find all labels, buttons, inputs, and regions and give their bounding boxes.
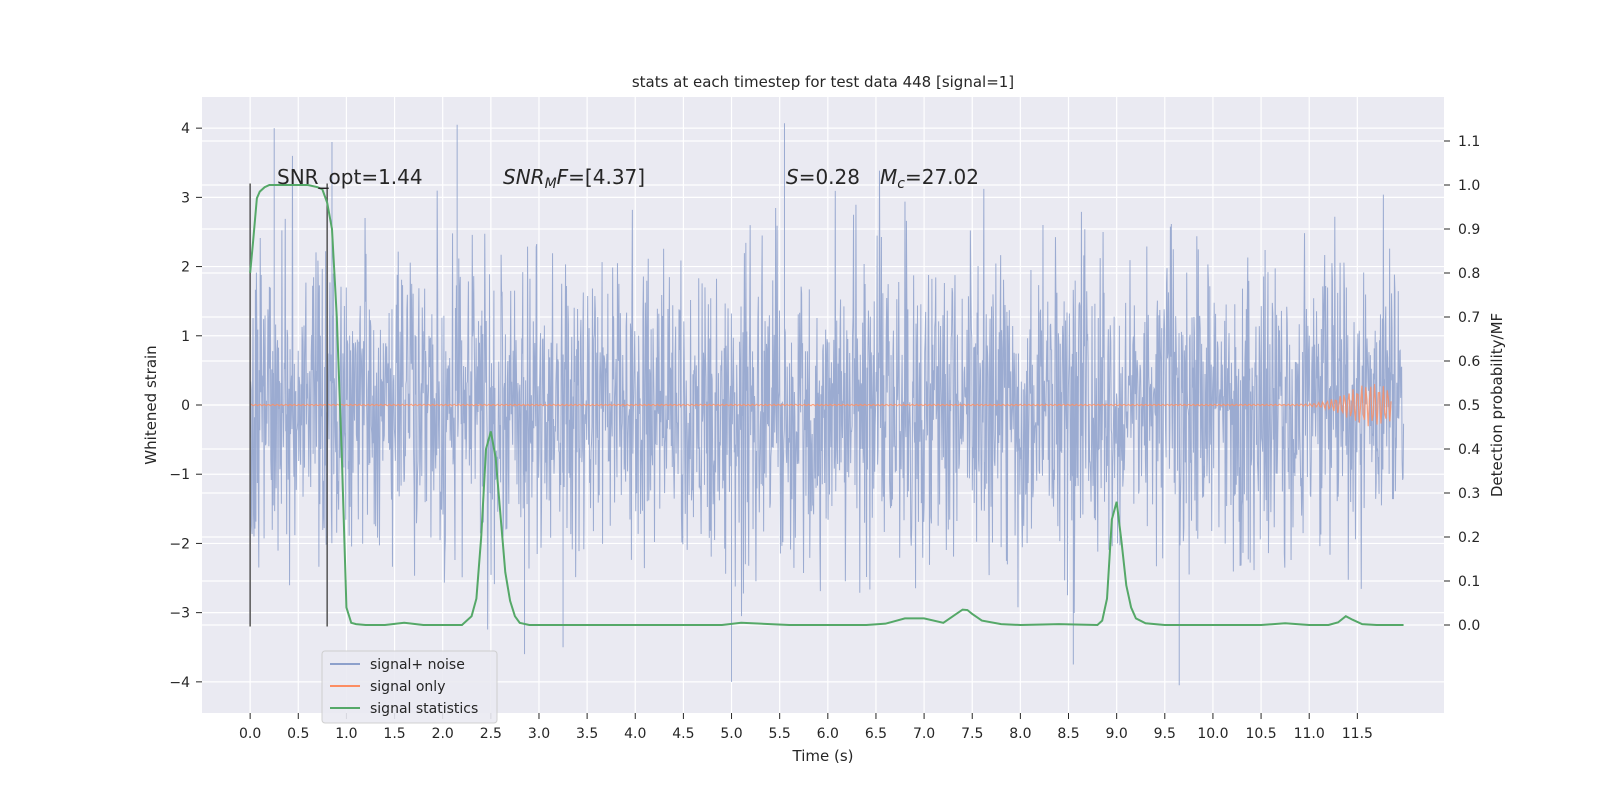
x-tick-label: 1.0	[335, 726, 357, 742]
y-tick-label-left: 1	[181, 329, 190, 345]
legend-label-signal-statistics: signal statistics	[370, 701, 478, 717]
legend-box	[321, 650, 498, 724]
x-tick-label: 11.0	[1294, 726, 1325, 742]
x-tick-label: 10.0	[1197, 726, 1228, 742]
x-tick-label: 5.0	[720, 726, 742, 742]
x-axis-label: Time (s)	[792, 747, 854, 765]
x-tick-label: 5.5	[769, 726, 791, 742]
x-tick-label: 4.5	[672, 726, 694, 742]
x-tick-label: 0.0	[239, 726, 261, 742]
x-tick-label: 4.0	[624, 726, 646, 742]
legend-label-signal-only: signal only	[370, 679, 445, 695]
y-tick-label-right: 0.5	[1458, 398, 1480, 414]
y-tick-label-right: 0.4	[1458, 442, 1480, 458]
y-tick-label-right: 0.1	[1458, 574, 1480, 590]
y-axis-label-right: Detection probability/MF	[1488, 313, 1506, 497]
y-tick-label-left: 0	[181, 398, 190, 414]
y-tick-label-left: 2	[181, 260, 190, 276]
chart-title: stats at each timestep for test data 448…	[632, 73, 1014, 91]
y-tick-label-right: 1.0	[1458, 178, 1480, 194]
annotation-s: S=0.28	[786, 165, 860, 189]
y-tick-label-right: 0.9	[1458, 222, 1480, 238]
legend: signal+ noise signal only signal statist…	[321, 650, 498, 724]
y-tick-label-left: 4	[181, 121, 190, 137]
x-tick-label: 1.5	[383, 726, 405, 742]
annotation-snr-mf: SNRMF=[4.37]	[503, 165, 645, 192]
y-tick-label-right: 0.3	[1458, 486, 1480, 502]
series-line-signal-statistics	[249, 184, 1404, 627]
x-tick-label: 9.5	[1154, 726, 1176, 742]
y-tick-label-left: −4	[169, 675, 190, 691]
x-tick-label: 2.0	[432, 726, 454, 742]
x-tick-label: 7.0	[913, 726, 935, 742]
x-tick-label: 9.0	[1106, 726, 1128, 742]
y-axis-label-left: Whitened strain	[142, 345, 160, 464]
series-line-signal-only	[249, 384, 1392, 427]
legend-label-signal-noise: signal+ noise	[370, 657, 465, 673]
y-tick-label-left: −2	[169, 536, 190, 552]
series-line-signal-noise	[249, 123, 1405, 686]
x-tick-label: 11.5	[1342, 726, 1373, 742]
x-tick-label: 7.5	[961, 726, 983, 742]
x-tick-label: 10.5	[1245, 726, 1276, 742]
y-tick-label-right: 0.8	[1458, 266, 1480, 282]
x-tick-label: 8.5	[1057, 726, 1079, 742]
data-layer	[249, 123, 1405, 686]
x-tick-label: 8.0	[1009, 726, 1031, 742]
x-tick-label: 6.5	[865, 726, 887, 742]
y-tick-label-right: 0.6	[1458, 354, 1480, 370]
x-tick-label: 0.5	[287, 726, 309, 742]
x-tick-label: 6.0	[817, 726, 839, 742]
x-tick-label: 3.5	[576, 726, 598, 742]
y-tick-label-left: −1	[169, 467, 190, 483]
y-tick-label-right: 0.2	[1458, 530, 1480, 546]
x-tick-label: 3.0	[528, 726, 550, 742]
y-tick-label-left: −3	[169, 606, 190, 622]
y-tick-label-right: 0.0	[1458, 618, 1480, 634]
x-tick-label: 2.5	[480, 726, 502, 742]
annotation-snr-opt: SNR_opt=1.44	[277, 165, 423, 189]
annotation-mc: Mc=27.02	[880, 165, 979, 192]
y-tick-label-left: 3	[181, 190, 190, 206]
y-tick-label-right: 0.7	[1458, 310, 1480, 326]
ticks: 0.0 0.5 1.0 1.5 2.0 2.5 3.0 3.5 4.0 4.5 5.0 5.5 6.0 6…	[169, 121, 1480, 742]
y-tick-label-right: 1.1	[1458, 134, 1480, 150]
